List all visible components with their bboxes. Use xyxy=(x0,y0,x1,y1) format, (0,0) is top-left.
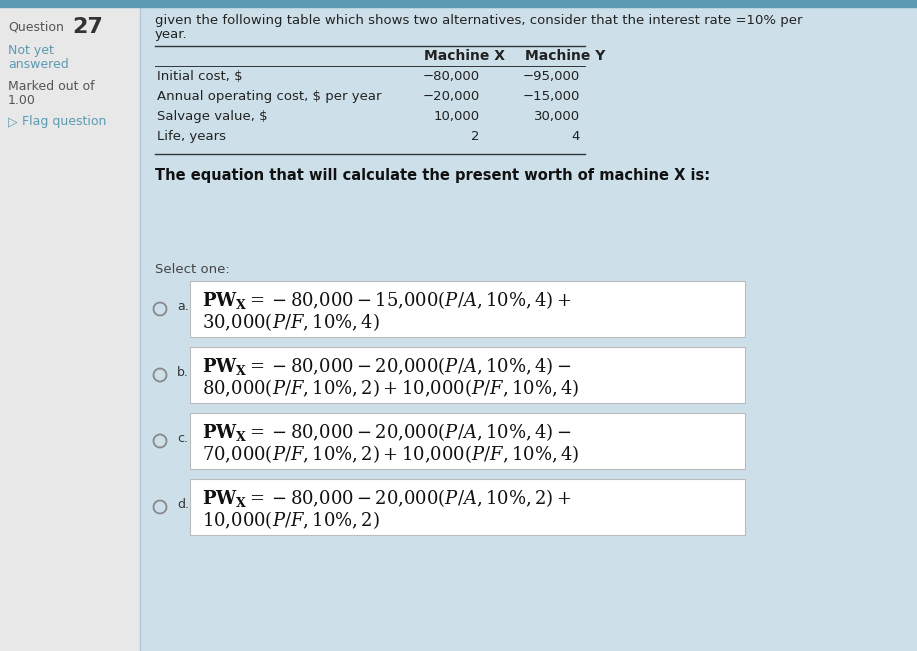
Text: Question: Question xyxy=(8,20,64,33)
Text: 10,000: 10,000 xyxy=(434,110,480,123)
Text: 27: 27 xyxy=(72,17,103,37)
Text: 30,000: 30,000 xyxy=(534,110,580,123)
Text: $80{,}000(P/F,10\%,2) + 10{,}000(P/F,10\%,4)$: $80{,}000(P/F,10\%,2) + 10{,}000(P/F,10\… xyxy=(202,377,580,399)
Text: Flag question: Flag question xyxy=(22,115,106,128)
FancyBboxPatch shape xyxy=(0,7,140,651)
Circle shape xyxy=(153,368,167,381)
Text: answered: answered xyxy=(8,58,69,71)
Text: Machine Y: Machine Y xyxy=(525,49,605,63)
FancyBboxPatch shape xyxy=(190,347,745,403)
Text: $\mathbf{PW}_{\mathbf{X}} = -80{,}000 - 20{,}000(P/A,10\%,2) +$: $\mathbf{PW}_{\mathbf{X}} = -80{,}000 - … xyxy=(202,487,571,509)
FancyBboxPatch shape xyxy=(190,281,745,337)
Text: 1.00: 1.00 xyxy=(8,94,36,107)
Text: The equation that will calculate the present worth of machine X is:: The equation that will calculate the pre… xyxy=(155,168,710,183)
Text: $70{,}000(P/F,10\%,2) + 10{,}000(P/F,10\%,4)$: $70{,}000(P/F,10\%,2) + 10{,}000(P/F,10\… xyxy=(202,443,580,465)
Text: −80,000: −80,000 xyxy=(423,70,480,83)
FancyBboxPatch shape xyxy=(190,413,745,469)
Circle shape xyxy=(153,434,167,447)
Text: Not yet: Not yet xyxy=(8,44,54,57)
Text: $30{,}000(P/F,10\%,4)$: $30{,}000(P/F,10\%,4)$ xyxy=(202,311,380,333)
Text: a.: a. xyxy=(177,301,189,314)
Text: Initial cost, $: Initial cost, $ xyxy=(157,70,243,83)
Text: d.: d. xyxy=(177,499,189,512)
Text: $\mathbf{PW}_{\mathbf{X}} = -80{,}000 - 15{,}000(P/A,10\%,4) +$: $\mathbf{PW}_{\mathbf{X}} = -80{,}000 - … xyxy=(202,289,571,311)
Text: Life, years: Life, years xyxy=(157,130,226,143)
Text: given the following table which shows two alternatives, consider that the intere: given the following table which shows tw… xyxy=(155,14,802,27)
Text: Machine X: Machine X xyxy=(425,49,505,63)
Text: $10{,}000(P/F,10\%,2)$: $10{,}000(P/F,10\%,2)$ xyxy=(202,509,380,531)
Text: c.: c. xyxy=(177,432,188,445)
Circle shape xyxy=(153,501,167,514)
Text: ▷: ▷ xyxy=(8,115,17,128)
Text: 4: 4 xyxy=(571,130,580,143)
Text: −15,000: −15,000 xyxy=(523,90,580,103)
Text: Salvage value, $: Salvage value, $ xyxy=(157,110,268,123)
FancyBboxPatch shape xyxy=(0,0,917,7)
Circle shape xyxy=(153,303,167,316)
Text: $\mathbf{PW}_{\mathbf{X}} = -80{,}000 - 20{,}000(P/A,10\%,4) -$: $\mathbf{PW}_{\mathbf{X}} = -80{,}000 - … xyxy=(202,421,571,443)
Text: Annual operating cost, $ per year: Annual operating cost, $ per year xyxy=(157,90,381,103)
Text: $\mathbf{PW}_{\mathbf{X}} = -80{,}000 - 20{,}000(P/A,10\%,4) -$: $\mathbf{PW}_{\mathbf{X}} = -80{,}000 - … xyxy=(202,355,571,377)
Text: b.: b. xyxy=(177,367,189,380)
Text: Marked out of: Marked out of xyxy=(8,80,94,93)
Text: Select one:: Select one: xyxy=(155,263,230,276)
Text: −95,000: −95,000 xyxy=(523,70,580,83)
FancyBboxPatch shape xyxy=(190,479,745,535)
Text: −20,000: −20,000 xyxy=(423,90,480,103)
Text: 2: 2 xyxy=(471,130,480,143)
Text: year.: year. xyxy=(155,28,188,41)
